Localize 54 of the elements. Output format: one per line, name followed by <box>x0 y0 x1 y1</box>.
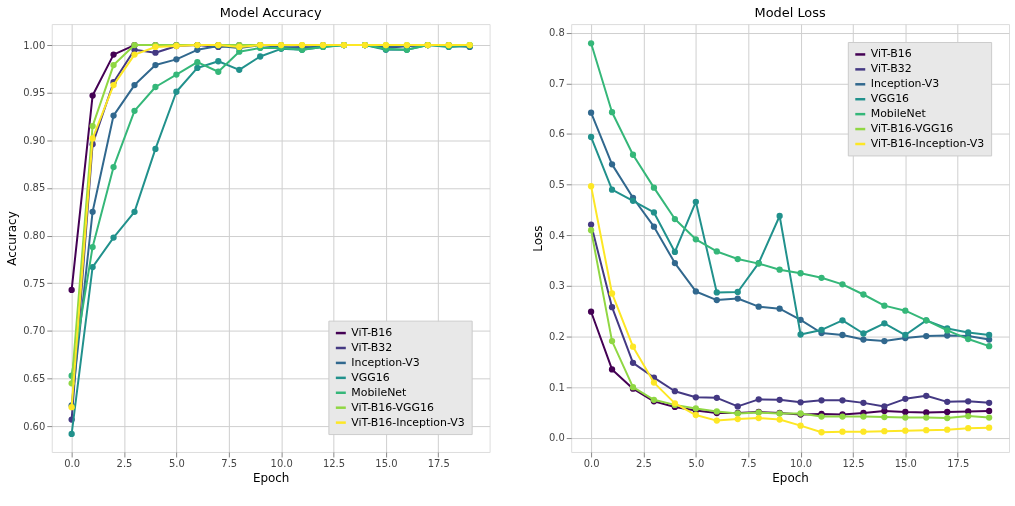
x-tick-label: 5.0 <box>168 458 185 470</box>
y-axis-title: Loss <box>530 225 545 252</box>
legend-label: ViT-B16 <box>870 47 912 61</box>
y-tick-label: 0.60 <box>23 420 46 432</box>
legend-label: MobileNet <box>870 107 927 121</box>
x-tick-label: 5.0 <box>688 458 705 470</box>
y-tick-label: 0.4 <box>548 229 565 241</box>
x-tick-label: 17.5 <box>427 458 450 470</box>
y-tick-label: 0.5 <box>548 179 565 191</box>
legend-label: ViT-B16-Inception-V3 <box>870 136 985 150</box>
x-tick-label: 7.5 <box>221 458 238 470</box>
x-axis-title: Epoch <box>772 471 809 486</box>
y-tick-label: 0.6 <box>548 128 565 140</box>
chart-title: Model Accuracy <box>219 5 322 21</box>
legend-label: VGG16 <box>870 92 910 106</box>
x-tick-label: 17.5 <box>947 458 970 470</box>
legend-label: Inception-V3 <box>870 77 940 91</box>
y-tick-label: 0.7 <box>548 77 565 89</box>
legend-label: ViT-B16-VGG16 <box>870 122 954 136</box>
y-tick-label: 0.65 <box>23 373 46 385</box>
y-tick-label: 0.0 <box>548 432 565 444</box>
y-tick-label: 0.95 <box>23 87 46 99</box>
y-axis-title: Accuracy <box>5 211 20 266</box>
y-tick-label: 0.8 <box>548 27 565 39</box>
x-tick-label: 2.5 <box>636 458 652 470</box>
y-tick-label: 0.2 <box>548 331 565 343</box>
x-tick-label: 12.5 <box>842 458 865 470</box>
y-tick-label: 0.90 <box>23 134 46 146</box>
x-tick-label: 10.0 <box>790 458 813 470</box>
x-tick-label: 2.5 <box>116 458 133 470</box>
legend-label: Inception-V3 <box>351 355 420 369</box>
x-tick-label: 15.0 <box>375 458 398 470</box>
x-tick-label: 15.0 <box>894 458 917 470</box>
legend-label: VGG16 <box>351 370 390 384</box>
legend-label: ViT-B32 <box>870 62 912 76</box>
legend-label: ViT-B16-Inception-V3 <box>351 415 465 429</box>
x-tick-label: 12.5 <box>322 458 346 470</box>
x-axis-title: Epoch <box>252 471 290 486</box>
x-tick-label: 7.5 <box>740 458 757 470</box>
y-tick-label: 0.75 <box>23 277 46 289</box>
y-tick-label: 0.1 <box>548 381 565 393</box>
legend-label: ViT-B16 <box>351 326 393 340</box>
y-tick-label: 1.00 <box>23 39 46 51</box>
legend-label: ViT-B16-VGG16 <box>351 400 434 414</box>
y-tick-label: 0.70 <box>23 325 46 337</box>
y-tick-label: 0.80 <box>23 230 46 242</box>
x-tick-label: 0.0 <box>583 458 600 470</box>
chart-title: Model Loss <box>754 5 826 21</box>
x-tick-label: 10.0 <box>270 458 293 470</box>
y-tick-label: 0.3 <box>548 280 565 292</box>
legend-label: ViT-B32 <box>351 340 393 354</box>
x-tick-label: 0.0 <box>64 458 81 470</box>
y-tick-label: 0.85 <box>23 182 46 194</box>
legend-label: MobileNet <box>351 385 408 399</box>
